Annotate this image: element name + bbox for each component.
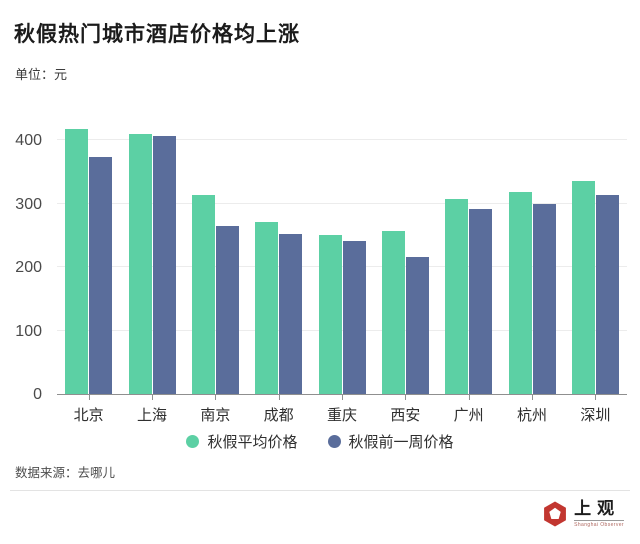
x-axis-tick-mark bbox=[468, 395, 470, 400]
bar-上海-series2 bbox=[152, 136, 176, 394]
x-axis-tick-mark bbox=[152, 395, 153, 400]
bar-重庆-series2 bbox=[342, 241, 366, 394]
shanghai-observer-logo: 上观 Shanghai Observer bbox=[542, 499, 624, 528]
x-axis-label-广州: 广州 bbox=[453, 407, 484, 424]
y-axis-tick-label: 400 bbox=[15, 132, 42, 150]
x-axis-label-深圳: 深圳 bbox=[580, 407, 611, 424]
unit-label: 单位：元 bbox=[15, 67, 68, 82]
shutter-hexagon-icon bbox=[544, 501, 567, 527]
x-axis-label-成都: 成都 bbox=[263, 407, 294, 424]
legend-item-avg-price: 秋假平均价格 bbox=[186, 431, 298, 452]
logo-text: 上观 Shanghai Observer bbox=[574, 499, 624, 528]
x-axis-label-上海: 上海 bbox=[136, 407, 167, 424]
y-axis-labels: 0 100 200 300 400 bbox=[0, 118, 50, 403]
bar-深圳-series1 bbox=[571, 181, 595, 394]
x-axis-tick-mark bbox=[532, 395, 533, 400]
page-title: 秋假热门城市酒店价格均上涨 bbox=[14, 23, 300, 46]
y-axis-tick-label: 300 bbox=[15, 195, 42, 213]
x-axis-tick-mark bbox=[88, 395, 90, 400]
x-axis-tick-mark bbox=[342, 395, 343, 400]
x-axis-tick-mark bbox=[405, 395, 407, 400]
footer-divider bbox=[10, 490, 630, 491]
x-axis-tick-mark bbox=[278, 395, 280, 400]
bar-西安-series1 bbox=[381, 230, 405, 394]
legend-item-prev-week-price: 秋假前一周价格 bbox=[327, 431, 454, 452]
logo-en-text: Shanghai Observer bbox=[574, 519, 624, 528]
bar-深圳-series2 bbox=[595, 195, 619, 394]
bar-南京-series1 bbox=[191, 194, 215, 394]
legend-dot-prev-week-price bbox=[327, 435, 341, 448]
gridline bbox=[57, 139, 627, 141]
chart-legend: 秋假平均价格 秋假前一周价格 bbox=[0, 431, 640, 452]
bar-上海-series1 bbox=[128, 133, 152, 394]
gridline bbox=[57, 329, 627, 331]
x-axis-label-北京: 北京 bbox=[73, 407, 104, 424]
x-axis-label-重庆: 重庆 bbox=[326, 407, 357, 424]
bar-北京-series2 bbox=[89, 157, 113, 394]
bar-南京-series2 bbox=[215, 225, 239, 394]
legend-label-prev-week-price: 秋假前一周价格 bbox=[348, 434, 454, 451]
bar-成都-series2 bbox=[279, 234, 303, 394]
bar-杭州-series1 bbox=[508, 192, 532, 394]
gridline bbox=[57, 266, 627, 268]
x-axis-tick-mark bbox=[595, 395, 597, 400]
legend-dot-avg-price bbox=[186, 435, 200, 448]
bar-西安-series2 bbox=[405, 256, 429, 394]
bar-成都-series1 bbox=[255, 222, 279, 394]
shutter-hole-shape bbox=[549, 508, 561, 520]
plot-area: 北京 上海 南京 成都 重庆 西安 广州 杭州 深圳 bbox=[57, 118, 627, 424]
bar-重庆-series1 bbox=[318, 234, 342, 394]
x-axis-label-西安: 西安 bbox=[390, 407, 421, 424]
bar-北京-series1 bbox=[65, 128, 89, 394]
x-axis-tick-mark bbox=[215, 395, 217, 400]
gridline bbox=[57, 202, 627, 204]
bar-杭州-series2 bbox=[532, 203, 556, 394]
x-axis-label-杭州: 杭州 bbox=[516, 407, 547, 424]
bar-广州-series1 bbox=[445, 198, 469, 394]
y-axis-tick-label: 0 bbox=[33, 386, 42, 403]
data-source-label: 数据来源：去哪儿 bbox=[15, 466, 116, 480]
legend-label-avg-price: 秋假平均价格 bbox=[207, 434, 298, 451]
logo-cn-text: 上观 bbox=[574, 499, 621, 519]
y-axis-tick-label: 200 bbox=[15, 259, 42, 277]
y-axis-tick-label: 100 bbox=[15, 322, 42, 340]
x-axis-label-南京: 南京 bbox=[200, 407, 231, 424]
bar-广州-series2 bbox=[469, 209, 493, 394]
